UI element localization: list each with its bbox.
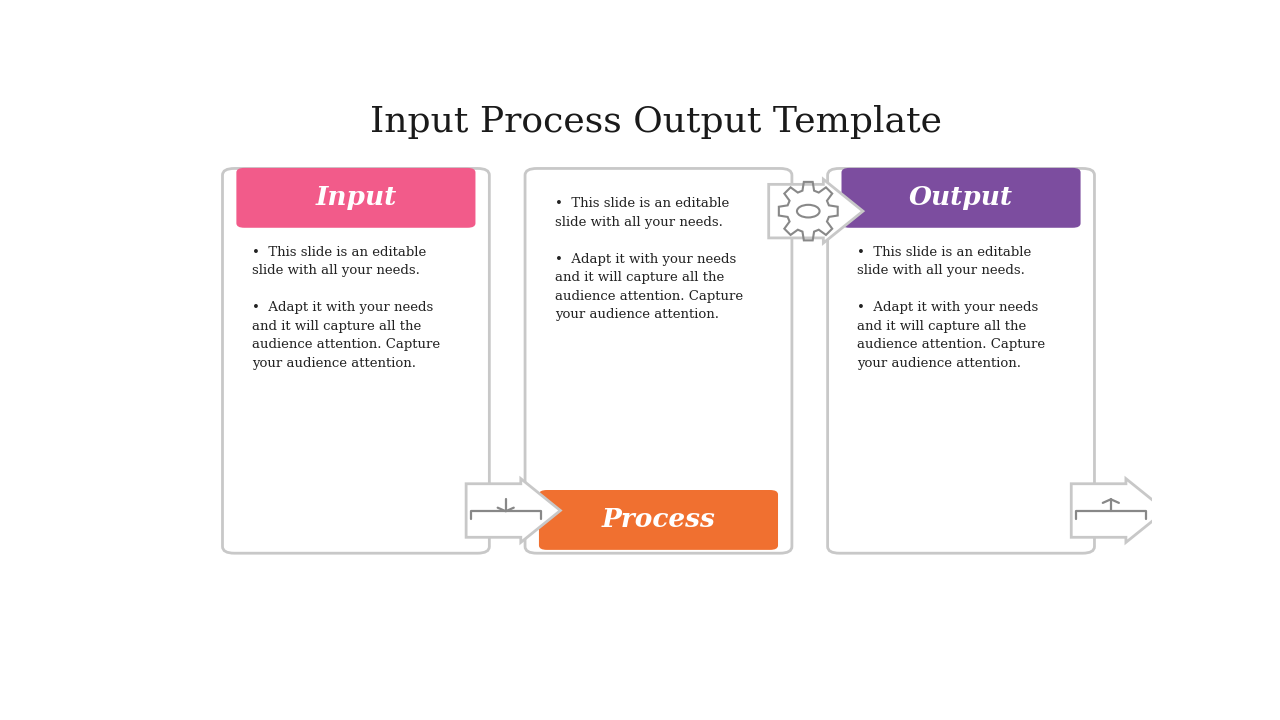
Text: Input: Input [315,185,397,210]
Text: Input Process Output Template: Input Process Output Template [370,105,942,140]
Polygon shape [466,479,561,542]
Text: •  This slide is an editable
slide with all your needs.

•  Adapt it with your n: • This slide is an editable slide with a… [554,197,742,321]
Text: Process: Process [602,508,716,533]
Polygon shape [769,179,863,243]
FancyBboxPatch shape [223,168,489,553]
FancyBboxPatch shape [525,168,792,553]
FancyBboxPatch shape [828,168,1094,553]
Text: Output: Output [909,185,1012,210]
Text: •  This slide is an editable
slide with all your needs.

•  Adapt it with your n: • This slide is an editable slide with a… [858,246,1046,369]
FancyBboxPatch shape [841,168,1080,228]
Text: •  This slide is an editable
slide with all your needs.

•  Adapt it with your n: • This slide is an editable slide with a… [252,246,440,369]
FancyBboxPatch shape [237,168,475,228]
FancyBboxPatch shape [539,490,778,550]
Polygon shape [1071,479,1166,542]
